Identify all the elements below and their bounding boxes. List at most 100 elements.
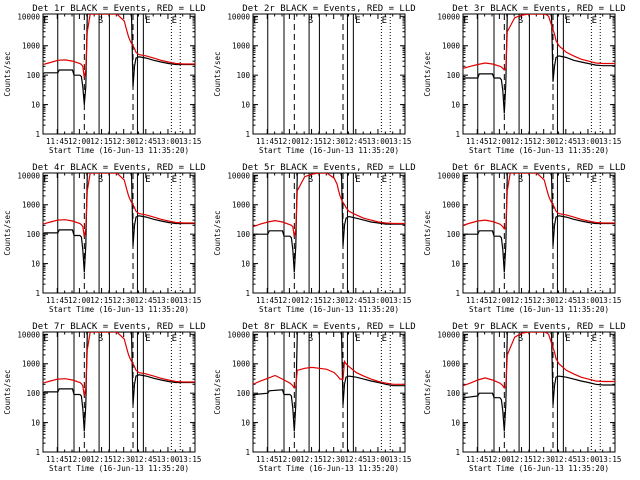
events-series-black (463, 332, 615, 432)
x-tick-label: 11:45 (256, 137, 279, 146)
x-tick-label: 12:30 (322, 296, 345, 305)
x-axis-title: Start Time (16-Jun-13 11:35:20) (49, 464, 189, 473)
y-tick-label: 1 (35, 130, 40, 139)
interval-marker-label: S (518, 16, 523, 26)
x-tick-label: 12:30 (322, 455, 345, 464)
lld-series-red (463, 173, 615, 230)
y-tick-label: 1 (455, 448, 460, 457)
panel-title: Det 8r BLACK = Events, RED = LLD (242, 322, 415, 332)
y-tick-label: 1 (35, 289, 40, 298)
y-axis-title: Counts/sec (423, 369, 432, 414)
x-tick-label: 12:00 (278, 296, 301, 305)
interval-marker-label: E (43, 334, 48, 344)
y-tick-label: 1 (245, 130, 250, 139)
y-axis-title: Counts/sec (3, 51, 12, 96)
x-tick-label: 12:45 (555, 455, 578, 464)
events-series-black (253, 332, 405, 432)
x-tick-label: 12:15 (300, 296, 323, 305)
y-tick-label: 10000 (227, 330, 250, 339)
x-tick-label: 12:45 (345, 455, 368, 464)
x-tick-label: 12:00 (488, 455, 511, 464)
x-tick-label: 12:15 (90, 137, 113, 146)
y-tick-label: 10 (451, 419, 461, 428)
y-tick-label: 100 (446, 71, 460, 80)
x-tick-label: 12:30 (532, 296, 555, 305)
y-tick-label: 100 (236, 389, 250, 398)
panel-det-6: Det 6r BLACK = Events, RED = LLD 1 10 100 10… (423, 163, 626, 314)
interval-marker-label: E (43, 175, 48, 185)
interval-marker-label: E (172, 334, 177, 344)
x-tick-label: 11:45 (256, 455, 279, 464)
lld-series-red (43, 14, 195, 79)
interval-marker-label: E (382, 334, 387, 344)
y-tick-label: 10000 (227, 12, 250, 21)
x-tick-label: 11:45 (256, 296, 279, 305)
x-tick-label: 11:45 (46, 137, 69, 146)
interval-marker-label: E (253, 175, 258, 185)
x-axis-title: Start Time (16-Jun-13 11:35:20) (469, 146, 609, 155)
panel-title: Det 4r BLACK = Events, RED = LLD (32, 163, 205, 173)
y-tick-label: 10 (31, 419, 41, 428)
interval-marker-label: E (565, 16, 570, 26)
x-tick-label: 13:15 (599, 137, 622, 146)
lld-series-red (463, 14, 615, 71)
interval-marker-label: E (382, 16, 387, 26)
interval-marker-label: E (355, 334, 360, 344)
plot-frame (42, 331, 196, 453)
x-tick-label: 13:15 (179, 137, 202, 146)
x-tick-label: 13:15 (389, 137, 412, 146)
interval-marker-label: E (172, 16, 177, 26)
x-tick-label: 13:00 (577, 296, 600, 305)
y-tick-label: 10 (31, 101, 41, 110)
y-tick-label: 1000 (22, 360, 41, 369)
interval-marker-label: S (98, 16, 103, 26)
x-tick-label: 12:15 (510, 137, 533, 146)
y-tick-label: 1 (245, 289, 250, 298)
y-tick-label: 10000 (17, 12, 40, 21)
events-series-black (43, 332, 195, 432)
interval-marker-label: E (355, 16, 360, 26)
events-series-black (463, 14, 615, 114)
lld-series-red (253, 173, 405, 238)
y-tick-label: 1 (455, 289, 460, 298)
panel-title: Det 1r BLACK = Events, RED = LLD (32, 4, 205, 14)
x-tick-label: 11:45 (466, 455, 489, 464)
panel-det-1: Det 1r BLACK = Events, RED = LLD 1 10 100 10… (3, 4, 206, 155)
panel-title: Det 3r BLACK = Events, RED = LLD (452, 4, 625, 14)
interval-marker-label: E (145, 334, 150, 344)
x-tick-label: 12:45 (135, 137, 158, 146)
panel-det-8: Det 8r BLACK = Events, RED = LLD 1 10 100 10… (213, 322, 416, 473)
x-tick-label: 11:45 (46, 296, 69, 305)
y-tick-label: 1000 (232, 360, 251, 369)
events-series-black (463, 173, 615, 273)
interval-marker-label: S (308, 334, 313, 344)
y-tick-label: 1000 (232, 201, 251, 210)
y-axis-title: Counts/sec (423, 210, 432, 255)
x-axis-title: Start Time (16-Jun-13 11:35:20) (49, 146, 189, 155)
y-tick-label: 1 (245, 448, 250, 457)
x-tick-label: 12:00 (68, 455, 91, 464)
x-tick-label: 13:00 (577, 455, 600, 464)
lld-series-red (463, 332, 615, 389)
y-axis-title: Counts/sec (3, 369, 12, 414)
y-axis-title: Counts/sec (3, 210, 12, 255)
interval-marker-label: S (308, 16, 313, 26)
x-axis-title: Start Time (16-Jun-13 11:35:20) (259, 305, 399, 314)
interval-marker-label: S (518, 334, 523, 344)
y-tick-label: 10000 (437, 171, 460, 180)
lld-series-red (253, 359, 405, 389)
x-tick-label: 12:30 (112, 296, 135, 305)
x-tick-label: 12:15 (90, 296, 113, 305)
y-tick-label: 10 (241, 419, 251, 428)
interval-marker-label: S (308, 175, 313, 185)
interval-marker-label: E (463, 175, 468, 185)
x-tick-label: 12:45 (345, 296, 368, 305)
plot-frame (462, 172, 616, 294)
interval-marker-label: E (145, 16, 150, 26)
lld-series-red (43, 332, 195, 397)
interval-marker-label: E (253, 334, 258, 344)
events-series-black (43, 14, 195, 105)
interval-marker-label: E (463, 334, 468, 344)
panel-det-3: Det 3r BLACK = Events, RED = LLD 1 10 100 10… (423, 4, 626, 155)
